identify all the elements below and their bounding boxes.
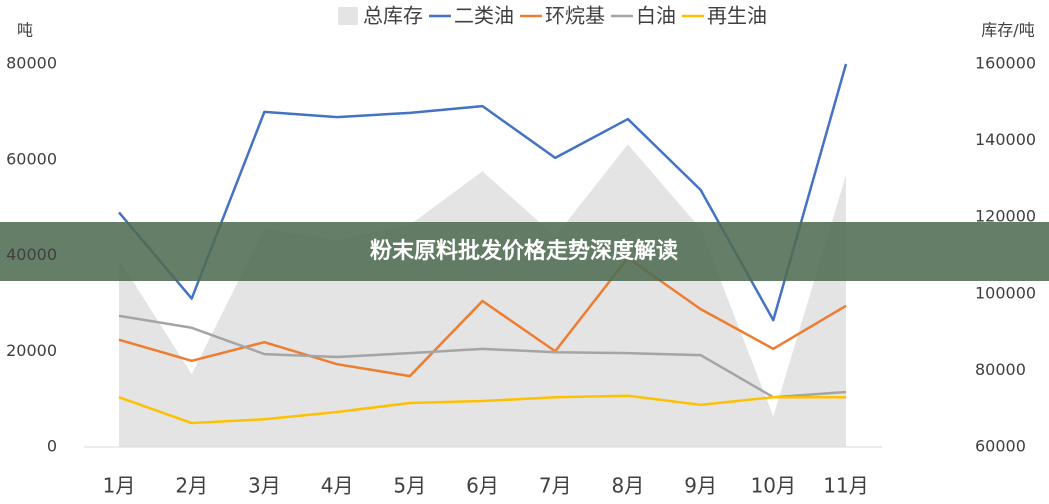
legend-label: 总库存 (363, 4, 423, 28)
line (118, 314, 847, 399)
x-tick-label: 5月 (393, 474, 426, 498)
y2-tick-label: 80000 (975, 360, 1026, 379)
x-tick-label: 6月 (466, 474, 499, 498)
area (119, 144, 846, 447)
y-axis-label: 吨 (17, 21, 33, 40)
y-tick-label: 20000 (6, 341, 57, 360)
banner-title: 粉末原料批发价格走势深度解读 (370, 238, 678, 264)
legend-label: 白油 (636, 4, 676, 28)
x-tick-label: 2月 (175, 474, 208, 498)
banner (0, 222, 1049, 281)
x-tick-label: 7月 (539, 474, 572, 498)
x-tick-label: 3月 (248, 474, 281, 498)
legend-swatch (338, 7, 358, 25)
y2-axis-label: 库存/吨 (981, 21, 1034, 40)
y-tick-label: 0 (47, 437, 57, 456)
y2-tick-label: 60000 (975, 437, 1026, 456)
line (118, 394, 846, 425)
x-tick-label: 1月 (103, 474, 136, 498)
legend: 总库存 二类油 环烷基 白油 再生油 (338, 4, 767, 28)
x-tick-label: 10月 (751, 474, 796, 498)
x-tick-label: 4月 (321, 474, 354, 498)
y2-tick-label: 160000 (975, 54, 1036, 73)
y2-tick-label: 100000 (975, 283, 1036, 302)
y-tick-label: 60000 (6, 149, 57, 168)
y-tick-label: 40000 (6, 245, 57, 264)
y-tick-label: 80000 (6, 54, 57, 73)
y2-tick-label: 140000 (975, 130, 1036, 149)
x-tick-label: 11月 (823, 474, 868, 498)
legend-label: 环烷基 (545, 4, 605, 28)
y2-tick-label: 120000 (975, 207, 1036, 226)
x-tick-label: 9月 (684, 474, 717, 498)
legend-label: 再生油 (707, 4, 767, 28)
line (118, 256, 847, 378)
legend-label: 二类油 (454, 4, 514, 28)
x-tick-label: 8月 (612, 474, 645, 498)
